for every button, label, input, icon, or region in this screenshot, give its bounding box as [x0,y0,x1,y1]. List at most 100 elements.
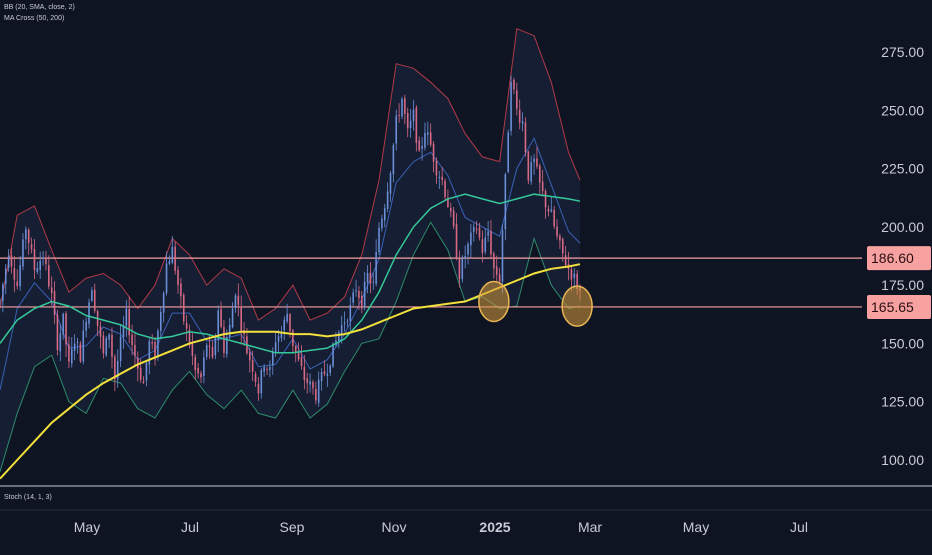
candle-body [378,227,380,253]
candle-body [332,343,334,367]
candle-body [464,256,466,259]
candle-body [171,246,174,263]
candle-body [541,181,544,192]
candle-body [234,295,237,309]
candle-body [340,325,343,335]
candle-body [50,287,53,294]
candle-body [68,344,70,362]
ma50-line [0,193,581,354]
candle-body [323,371,326,375]
candle-body [165,263,168,294]
level-price-text-0: 186.60 [871,250,914,266]
candle-body [203,357,205,376]
candle-body [533,158,535,163]
candle-body [487,231,489,236]
candle-body [524,122,527,153]
candle-body [470,232,472,246]
candle-body [481,239,484,254]
candle-body [200,373,202,378]
candle-body [128,308,131,336]
x-tick-label: Jul [181,519,199,535]
x-tick-label: Sep [280,519,305,535]
candle-body [449,208,452,212]
x-tick-label: May [74,519,100,535]
candle-body [409,120,412,129]
candle-body [65,313,67,345]
candle-body [561,238,564,254]
candle-body [191,343,194,356]
stoch-indicator-label[interactable]: Stoch (14, 1, 3) [4,494,52,501]
candle-body [188,329,191,346]
ma-cross-indicator-label[interactable]: MA Cross (50, 200) [4,15,65,22]
candle-body [271,352,274,366]
candle-body [447,197,449,207]
candle-body [441,176,443,181]
candle-body [495,266,498,275]
candle-body [16,281,19,286]
y-tick-label: 250.00 [881,102,924,118]
candle-body [412,109,415,122]
candle-body [111,334,113,357]
candle-body [294,346,297,353]
candle-body [521,121,524,124]
candle-body [73,343,76,351]
candle-body [4,268,7,284]
candle-body [363,281,366,307]
candle-body [148,341,151,365]
candle-body [366,272,369,283]
candle-body [194,356,197,371]
candle-body [211,347,214,357]
candle-body [93,289,96,311]
candle-body [507,132,510,172]
x-tick-label: Jul [790,519,808,535]
candle-body [25,229,27,240]
candle-body [228,324,231,337]
candle-body [108,334,110,340]
candle-body [360,295,363,309]
candle-body [475,228,478,230]
candle-body [559,235,561,241]
candle-body [424,132,426,148]
candle-body [174,246,176,271]
candle-body [274,342,277,353]
candle-body [317,379,320,403]
candle-body [177,269,179,286]
candle-body [518,109,521,123]
highlight-circle-0[interactable] [478,280,510,323]
candle-body [498,274,501,282]
candle-body [484,237,487,252]
candle-body [137,357,139,369]
candle-body [240,306,242,332]
candle-body [404,98,406,114]
candle-body [564,255,567,266]
candle-body [223,326,225,353]
y-tick-label: 275.00 [881,44,924,60]
highlight-circles [478,280,593,327]
candle-body [182,294,185,322]
candle-body [30,244,33,250]
candle-body [306,378,309,384]
candle-body [352,292,354,303]
candle-body [79,343,82,362]
x-tick-label: Mar [578,519,602,535]
candle-body [114,356,116,380]
candle-body [398,114,400,116]
candle-body [556,226,558,237]
candle-body [36,268,39,272]
candle-body [116,360,119,379]
candle-body [326,373,329,376]
candle-body [358,290,360,298]
candle-body [59,333,62,352]
bb-indicator-label[interactable]: BB (20, SMA, close, 2) [4,4,75,11]
candle-body [421,146,423,149]
candle-body [62,313,64,335]
candle-body [139,367,142,380]
candle-body [102,335,105,354]
candle-body [208,345,211,347]
candle-body [105,338,108,356]
candle-body [472,226,475,232]
candle-body [2,284,4,301]
candle-body [217,310,220,340]
highlight-circle-1[interactable] [561,285,593,327]
